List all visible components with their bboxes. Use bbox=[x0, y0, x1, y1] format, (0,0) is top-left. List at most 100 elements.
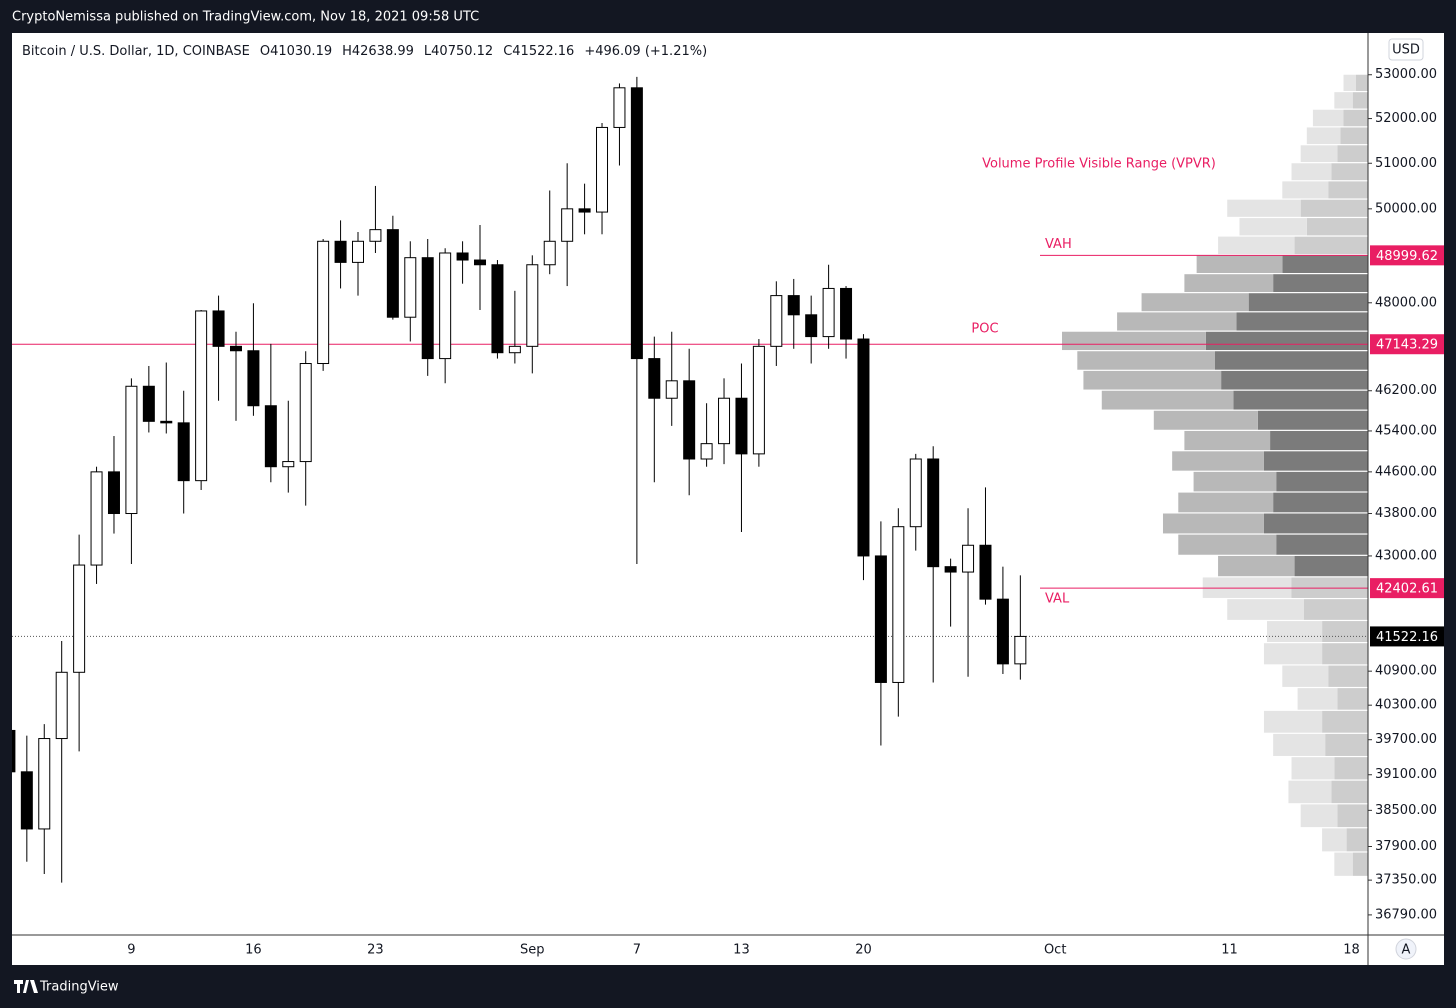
profile-down bbox=[1215, 351, 1368, 370]
profile-up bbox=[1184, 430, 1271, 451]
x-tick-label: 20 bbox=[855, 943, 872, 958]
profile-down bbox=[1355, 74, 1368, 91]
profile-up bbox=[1267, 621, 1323, 643]
y-tick-label: 43800.00 bbox=[1375, 506, 1437, 521]
profile-down bbox=[1282, 255, 1368, 273]
candle-body bbox=[55, 671, 68, 740]
candle-body bbox=[543, 240, 556, 266]
profile-down bbox=[1352, 92, 1368, 109]
candle-body bbox=[282, 461, 295, 468]
profile-up bbox=[1062, 331, 1206, 351]
y-tick-label: 48000.00 bbox=[1375, 295, 1437, 310]
candle-body bbox=[1014, 635, 1027, 665]
x-tick-label: 23 bbox=[367, 943, 384, 958]
profile-down bbox=[1325, 733, 1368, 756]
profile-up bbox=[1288, 780, 1332, 804]
price-line-value: 48999.62 bbox=[1376, 249, 1438, 264]
profile-up bbox=[1227, 599, 1304, 620]
candle-body bbox=[874, 555, 887, 683]
y-tick-label: 43000.00 bbox=[1375, 548, 1437, 563]
candle-body bbox=[229, 345, 242, 352]
candle-body bbox=[334, 240, 347, 263]
candle-body bbox=[456, 252, 469, 261]
profile-up bbox=[1306, 127, 1341, 145]
current-price-value: 41522.16 bbox=[1376, 630, 1438, 645]
profile-down bbox=[1270, 430, 1368, 451]
profile-up bbox=[1282, 665, 1329, 687]
currency-badge[interactable] bbox=[1388, 38, 1424, 61]
auto-scale-label[interactable]: A bbox=[1402, 943, 1411, 958]
y-tick-label: 39100.00 bbox=[1375, 767, 1437, 782]
candle-body bbox=[386, 229, 399, 318]
y-tick-label: 37900.00 bbox=[1375, 839, 1437, 854]
profile-down bbox=[1352, 852, 1368, 876]
y-tick-label: 37350.00 bbox=[1375, 873, 1437, 888]
x-tick-label: Sep bbox=[520, 943, 545, 958]
profile-up bbox=[1291, 757, 1335, 780]
candle-body bbox=[648, 358, 661, 399]
auto-scale-button[interactable] bbox=[1395, 938, 1417, 960]
candle-body bbox=[20, 771, 33, 830]
legend-low: L40750.12 bbox=[424, 44, 493, 59]
candle-body bbox=[805, 314, 818, 338]
profile-down bbox=[1334, 757, 1368, 780]
profile-up bbox=[1077, 351, 1215, 370]
y-tick-label: 39700.00 bbox=[1375, 732, 1437, 747]
candle-body bbox=[90, 471, 103, 566]
candle-body bbox=[561, 208, 574, 242]
y-tick-label: 45400.00 bbox=[1375, 423, 1437, 438]
profile-up bbox=[1239, 218, 1307, 236]
profile-up bbox=[1282, 181, 1329, 199]
candle-body bbox=[369, 229, 382, 242]
candle-body bbox=[491, 264, 504, 354]
profile-down bbox=[1328, 181, 1368, 199]
profile-up bbox=[1300, 804, 1338, 828]
profile-down bbox=[1294, 236, 1368, 255]
currency-label[interactable]: USD bbox=[1392, 43, 1420, 58]
candle-body bbox=[142, 385, 155, 422]
candle-body bbox=[352, 240, 364, 263]
profile-up bbox=[1312, 109, 1344, 127]
profile-up bbox=[1178, 492, 1274, 513]
profile-down bbox=[1331, 780, 1368, 804]
candle-body bbox=[892, 526, 905, 683]
profile-down bbox=[1340, 127, 1368, 145]
candle-body bbox=[909, 458, 922, 528]
profile-down bbox=[1322, 643, 1368, 665]
profile-up bbox=[1101, 390, 1234, 410]
candle-body bbox=[857, 338, 870, 557]
profile-down bbox=[1306, 218, 1368, 236]
profile-up bbox=[1273, 733, 1326, 756]
y-tick-label: 40900.00 bbox=[1375, 664, 1437, 679]
price-line-name: VAH bbox=[1045, 237, 1072, 252]
profile-up bbox=[1322, 828, 1347, 852]
profile-down bbox=[1346, 828, 1368, 852]
candle-body bbox=[299, 363, 312, 463]
profile-down bbox=[1337, 145, 1368, 163]
profile-up bbox=[1343, 74, 1356, 91]
footer-brand: TradingView bbox=[39, 980, 119, 995]
price-line-name: VAL bbox=[1045, 592, 1070, 607]
candle-body bbox=[630, 87, 643, 360]
profile-up bbox=[1184, 274, 1274, 293]
candle-body bbox=[404, 257, 417, 318]
profile-down bbox=[1263, 513, 1368, 534]
profile-down bbox=[1328, 665, 1368, 687]
profile-up bbox=[1218, 555, 1295, 577]
y-tick-label: 40300.00 bbox=[1375, 698, 1437, 713]
profile-up bbox=[1193, 471, 1277, 492]
profile-down bbox=[1337, 688, 1368, 710]
candle-body bbox=[177, 422, 190, 482]
candle-body bbox=[317, 240, 330, 365]
profile-up bbox=[1300, 145, 1338, 163]
candle-body bbox=[822, 287, 835, 338]
x-tick-label: 9 bbox=[127, 943, 135, 958]
profile-up bbox=[1196, 255, 1283, 273]
x-tick-label: 7 bbox=[633, 943, 641, 958]
profile-down bbox=[1294, 555, 1368, 577]
candle-body bbox=[125, 385, 138, 515]
candle-body bbox=[73, 564, 86, 673]
candle-body bbox=[195, 310, 208, 482]
x-tick-label: 13 bbox=[733, 943, 750, 958]
price-line-name: POC bbox=[971, 322, 998, 337]
